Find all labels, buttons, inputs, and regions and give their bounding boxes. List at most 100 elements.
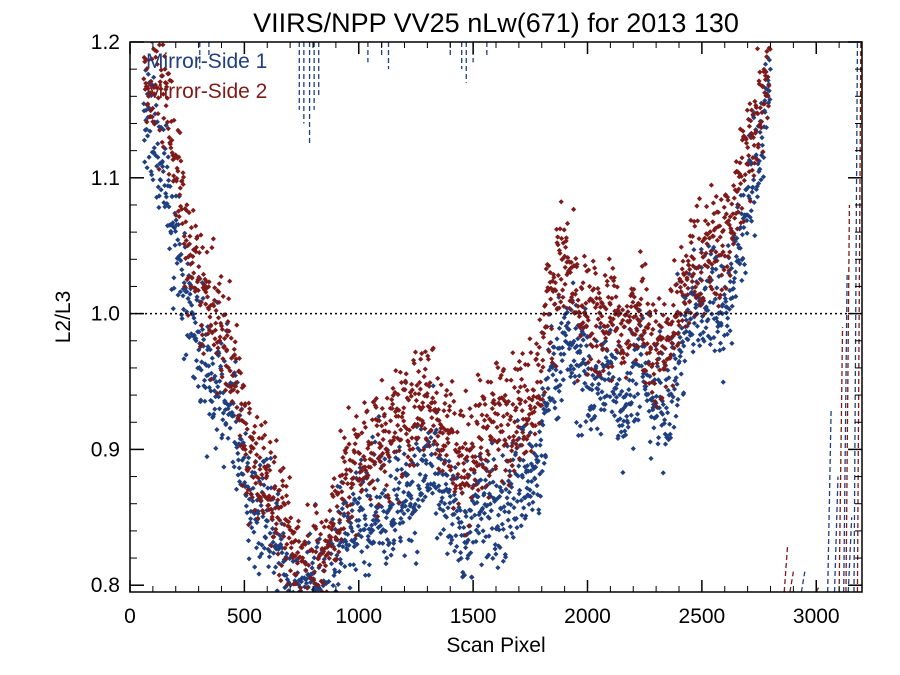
data-point [233, 486, 240, 492]
data-point [536, 420, 542, 426]
series-2-points [141, 42, 862, 592]
data-point [384, 537, 390, 543]
data-point [759, 152, 765, 158]
data-point [754, 46, 761, 52]
data-point [375, 477, 381, 483]
data-point [414, 382, 420, 388]
data-point [416, 391, 422, 397]
data-point [445, 505, 451, 511]
data-point [492, 542, 498, 548]
data-point [222, 335, 228, 342]
data-point [711, 334, 717, 341]
data-point [607, 327, 613, 333]
data-point [348, 525, 354, 531]
data-point [541, 406, 547, 412]
data-point [368, 526, 374, 532]
data-point [744, 230, 750, 236]
data-point [715, 329, 721, 335]
data-point [328, 520, 334, 526]
data-point [438, 382, 444, 388]
data-point [655, 377, 661, 383]
data-point [608, 378, 614, 384]
data-point [488, 435, 494, 441]
data-point [417, 447, 423, 454]
data-point [717, 234, 723, 240]
data-point [753, 152, 759, 158]
y-tick-label: 1.2 [91, 31, 120, 54]
data-point [714, 285, 720, 291]
data-point [539, 396, 545, 403]
data-point [245, 538, 252, 544]
data-point [186, 241, 193, 247]
data-point [359, 549, 365, 555]
data-point [243, 421, 249, 427]
data-point [169, 137, 175, 143]
data-point [679, 317, 685, 324]
data-point [216, 406, 223, 412]
data-point [178, 251, 184, 257]
data-point [605, 358, 611, 364]
data-point [728, 225, 734, 232]
data-point [321, 549, 327, 555]
data-point [251, 430, 257, 436]
data-point [594, 426, 600, 432]
data-point [412, 349, 419, 355]
data-point [526, 395, 532, 401]
data-point [553, 377, 559, 383]
data-point [549, 356, 555, 362]
data-point [698, 269, 704, 275]
data-point [652, 343, 659, 349]
data-point [217, 338, 223, 344]
data-point [660, 312, 666, 318]
data-point [749, 218, 755, 224]
data-point [288, 545, 294, 551]
data-point [311, 555, 317, 561]
data-point [238, 407, 244, 413]
data-point [634, 411, 641, 417]
data-point [319, 519, 325, 525]
data-point [202, 361, 208, 367]
data-point [252, 507, 258, 513]
data-point [156, 193, 162, 199]
data-point [752, 233, 758, 239]
data-point [259, 551, 265, 557]
data-point [721, 214, 728, 221]
data-point [483, 534, 489, 540]
data-point [440, 508, 446, 514]
data-point [275, 491, 281, 497]
data-point [145, 133, 151, 139]
data-point [597, 396, 603, 402]
data-point [579, 321, 585, 327]
data-point [532, 431, 538, 437]
data-point [376, 413, 382, 420]
data-point [684, 277, 690, 283]
data-point [686, 299, 693, 305]
data-point [733, 253, 739, 260]
data-point [663, 319, 669, 325]
data-point [210, 413, 216, 419]
data-point [201, 337, 207, 343]
data-point [716, 273, 722, 279]
data-point [627, 327, 634, 333]
data-point [435, 407, 442, 413]
data-point [212, 373, 218, 379]
data-point [692, 223, 698, 229]
data-point [614, 325, 620, 331]
data-point [589, 382, 595, 388]
data-point [442, 443, 448, 449]
data-point [214, 339, 220, 345]
data-point [748, 161, 754, 167]
data-point [657, 328, 663, 334]
data-point [442, 459, 448, 466]
data-point [373, 404, 379, 410]
data-point [457, 412, 463, 418]
data-point [443, 392, 449, 399]
edge-trace [833, 476, 839, 592]
data-point [529, 444, 535, 450]
data-point [290, 539, 297, 545]
data-point [400, 410, 406, 416]
data-point [616, 304, 622, 310]
data-point [282, 502, 288, 508]
data-point [581, 368, 587, 374]
x-tick-label: 1000 [335, 605, 382, 628]
